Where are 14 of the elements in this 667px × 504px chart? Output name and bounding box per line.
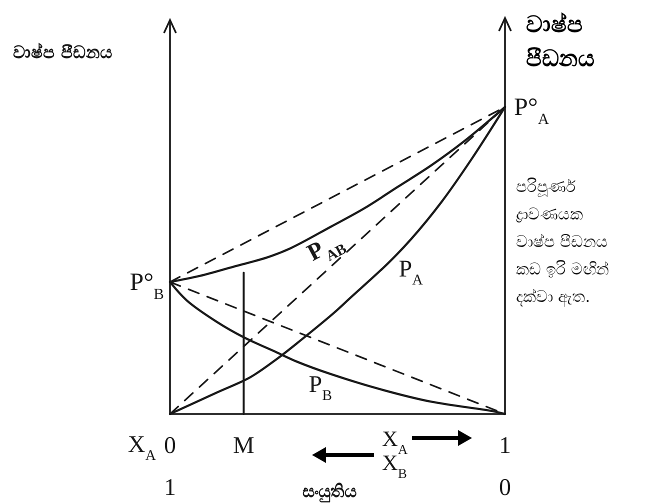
- y-axis-title: වාෂ්ප පීඩනය: [13, 42, 112, 63]
- series-label: P$_{B}$: [308, 372, 332, 404]
- x-tick-label: 0: [164, 433, 176, 460]
- text: පරිපූර්ණ ද්‍රාවණයක වාෂ්ප පීඩනය කඩ ඉරි මඟින් දක්වා ඇත.: [516, 177, 610, 307]
- x-axis-title: සංයුතිය: [302, 482, 356, 503]
- series-label: P$_{A}$: [398, 256, 424, 289]
- y2-axis-title: වාෂ්ප පීඩනය: [526, 12, 595, 72]
- text: X$_{A}$: [128, 432, 156, 464]
- annotation: P°$_{B}$: [130, 268, 164, 302]
- x2-tick-label: 1: [164, 475, 176, 502]
- annotation: P°$_{A}$: [514, 94, 550, 128]
- x-tick-label: M: [233, 433, 254, 460]
- x-tick-label: 1: [499, 433, 511, 460]
- x2-tick-label: 0: [499, 475, 511, 502]
